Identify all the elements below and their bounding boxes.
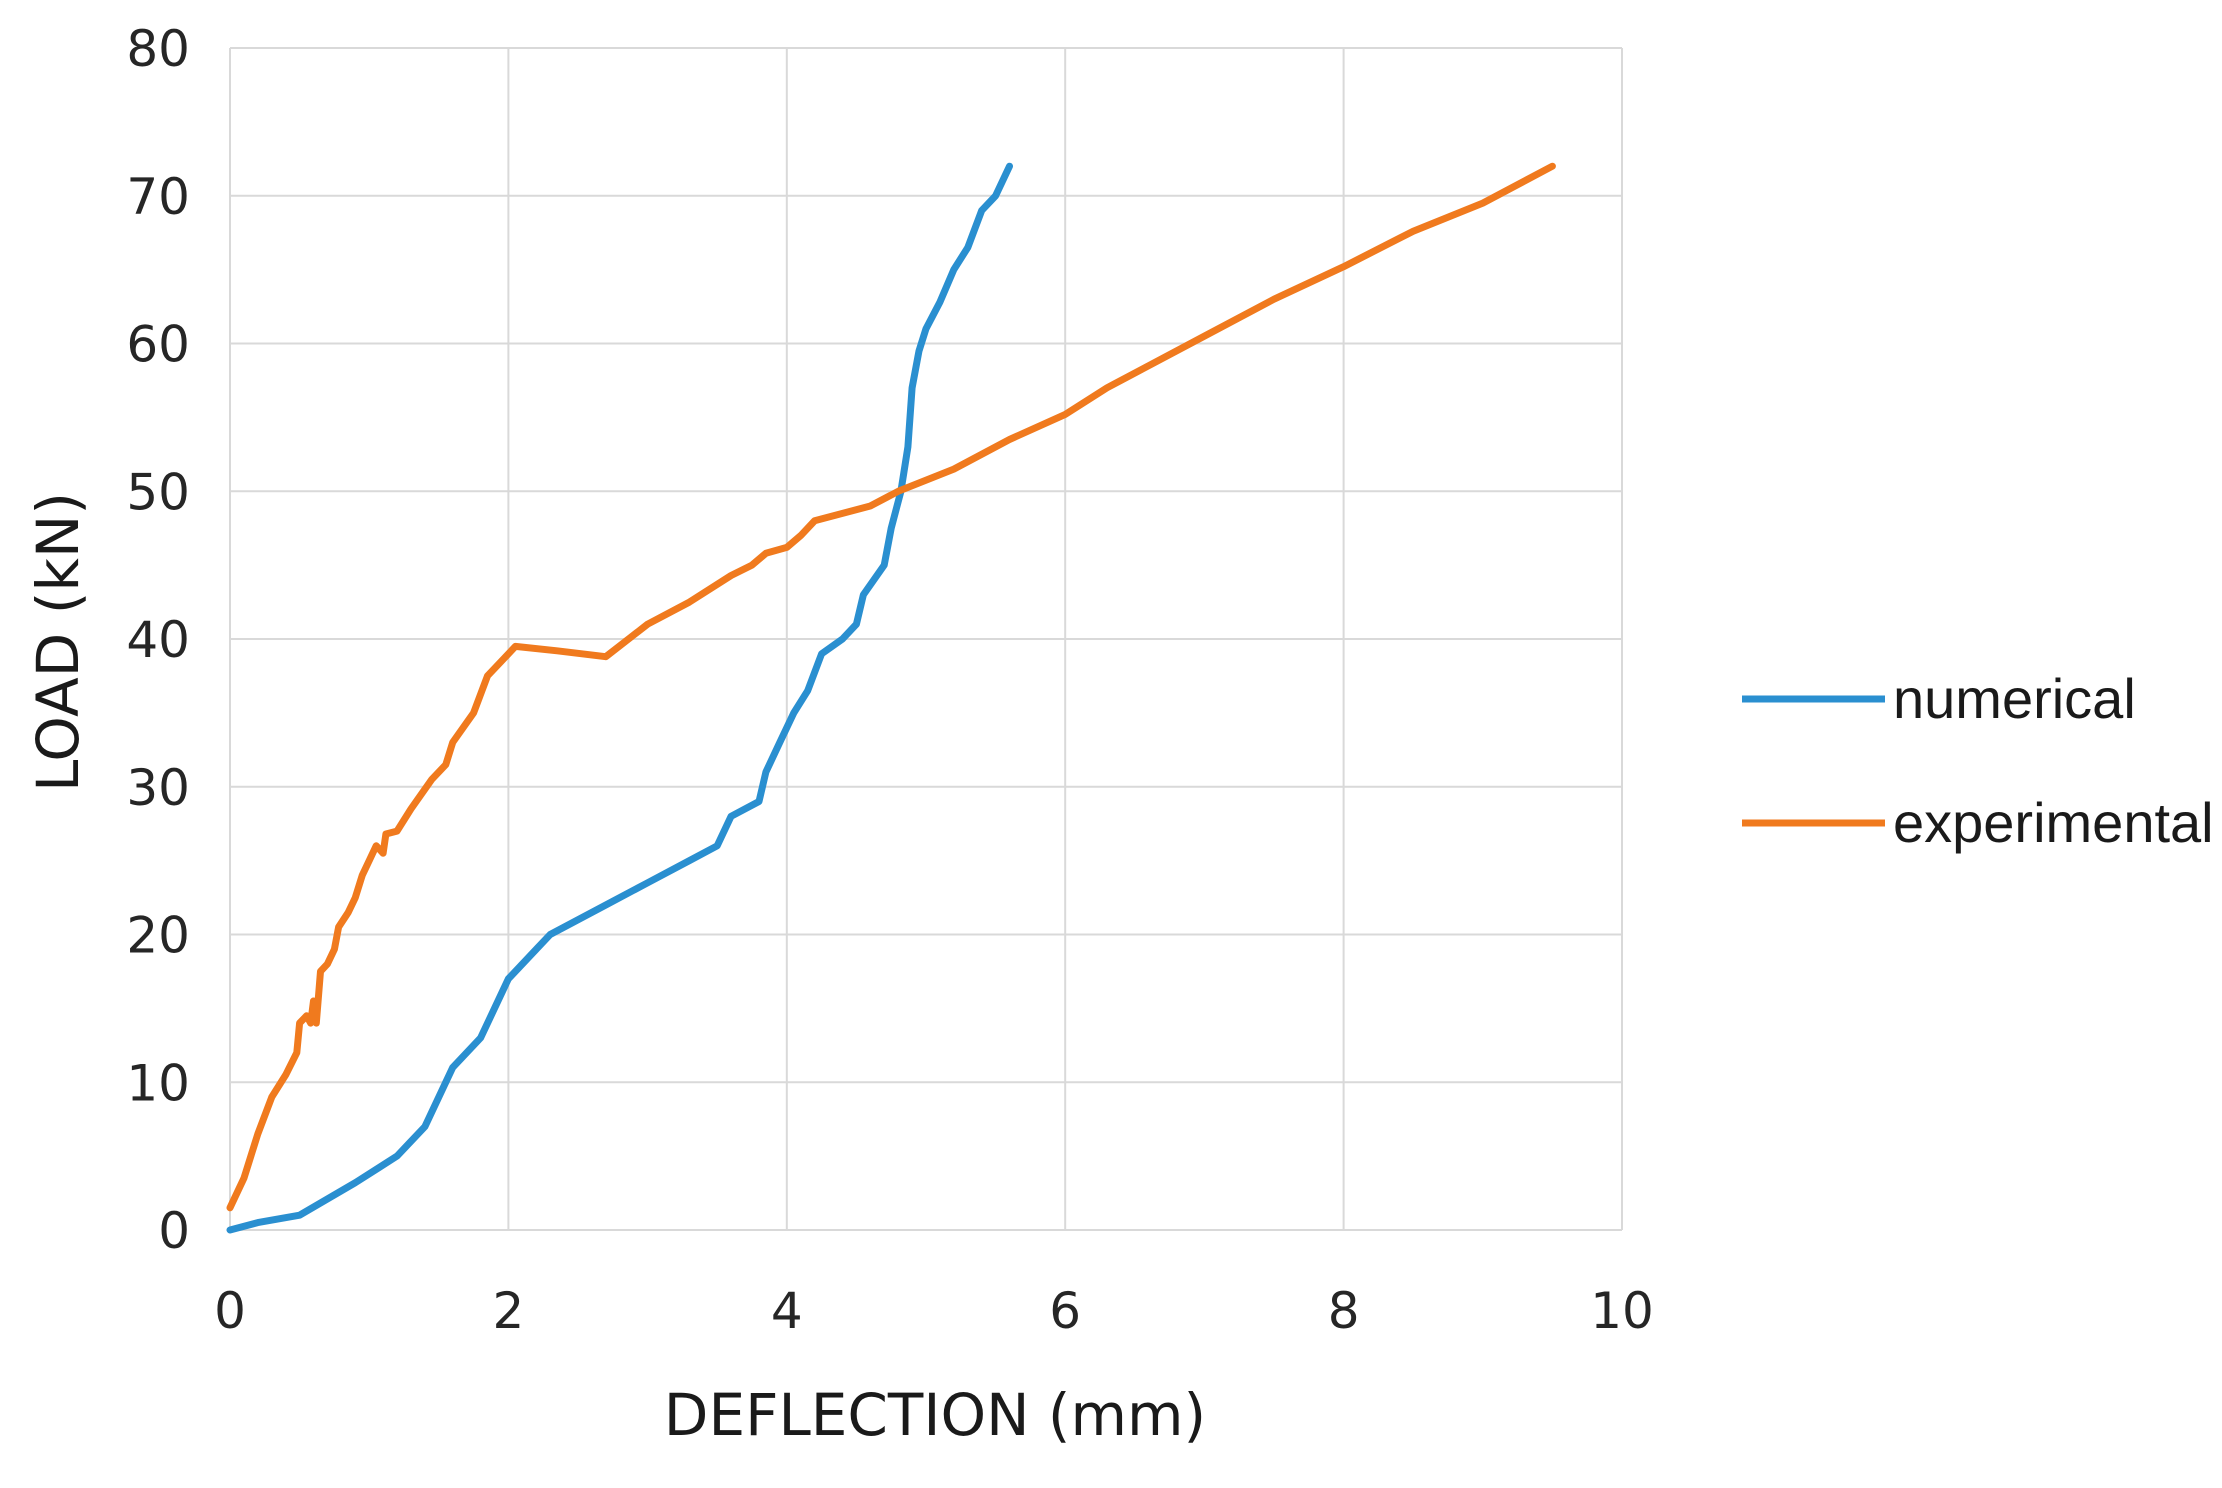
series-line-experimental: [226, 162, 1556, 1212]
x-tick-label: 4: [771, 1282, 803, 1340]
y-tick-label: 0: [158, 1202, 190, 1260]
x-axis-title: DEFLECTION (mm): [664, 1381, 1206, 1449]
y-tick-label: 80: [126, 20, 190, 78]
series-lines: [226, 162, 1556, 1234]
y-tick-label: 40: [126, 611, 190, 669]
y-tick-label: 50: [126, 463, 190, 521]
y-tick-label: 30: [126, 759, 190, 817]
tick-labels: 0 10 20 30 40 50 60 70 80 0 2 4 6 8 10: [126, 20, 1653, 1340]
y-axis-title: LOAD (kN): [24, 492, 92, 792]
x-tick-label: 8: [1328, 1282, 1360, 1340]
x-tick-label: 6: [1049, 1282, 1081, 1340]
legend-label-experimental: experimental: [1893, 791, 2214, 854]
y-tick-label: 70: [126, 168, 190, 226]
gridlines: [229, 47, 1623, 1231]
x-tick-label: 10: [1590, 1282, 1654, 1340]
legend: numerical experimental: [1742, 667, 2214, 854]
y-tick-label: 20: [126, 907, 190, 965]
x-tick-label: 2: [492, 1282, 524, 1340]
y-tick-label: 10: [126, 1054, 190, 1112]
legend-label-numerical: numerical: [1893, 667, 2136, 730]
series-line-numerical: [226, 162, 1013, 1234]
x-tick-label: 0: [214, 1282, 246, 1340]
y-tick-label: 60: [126, 316, 190, 374]
